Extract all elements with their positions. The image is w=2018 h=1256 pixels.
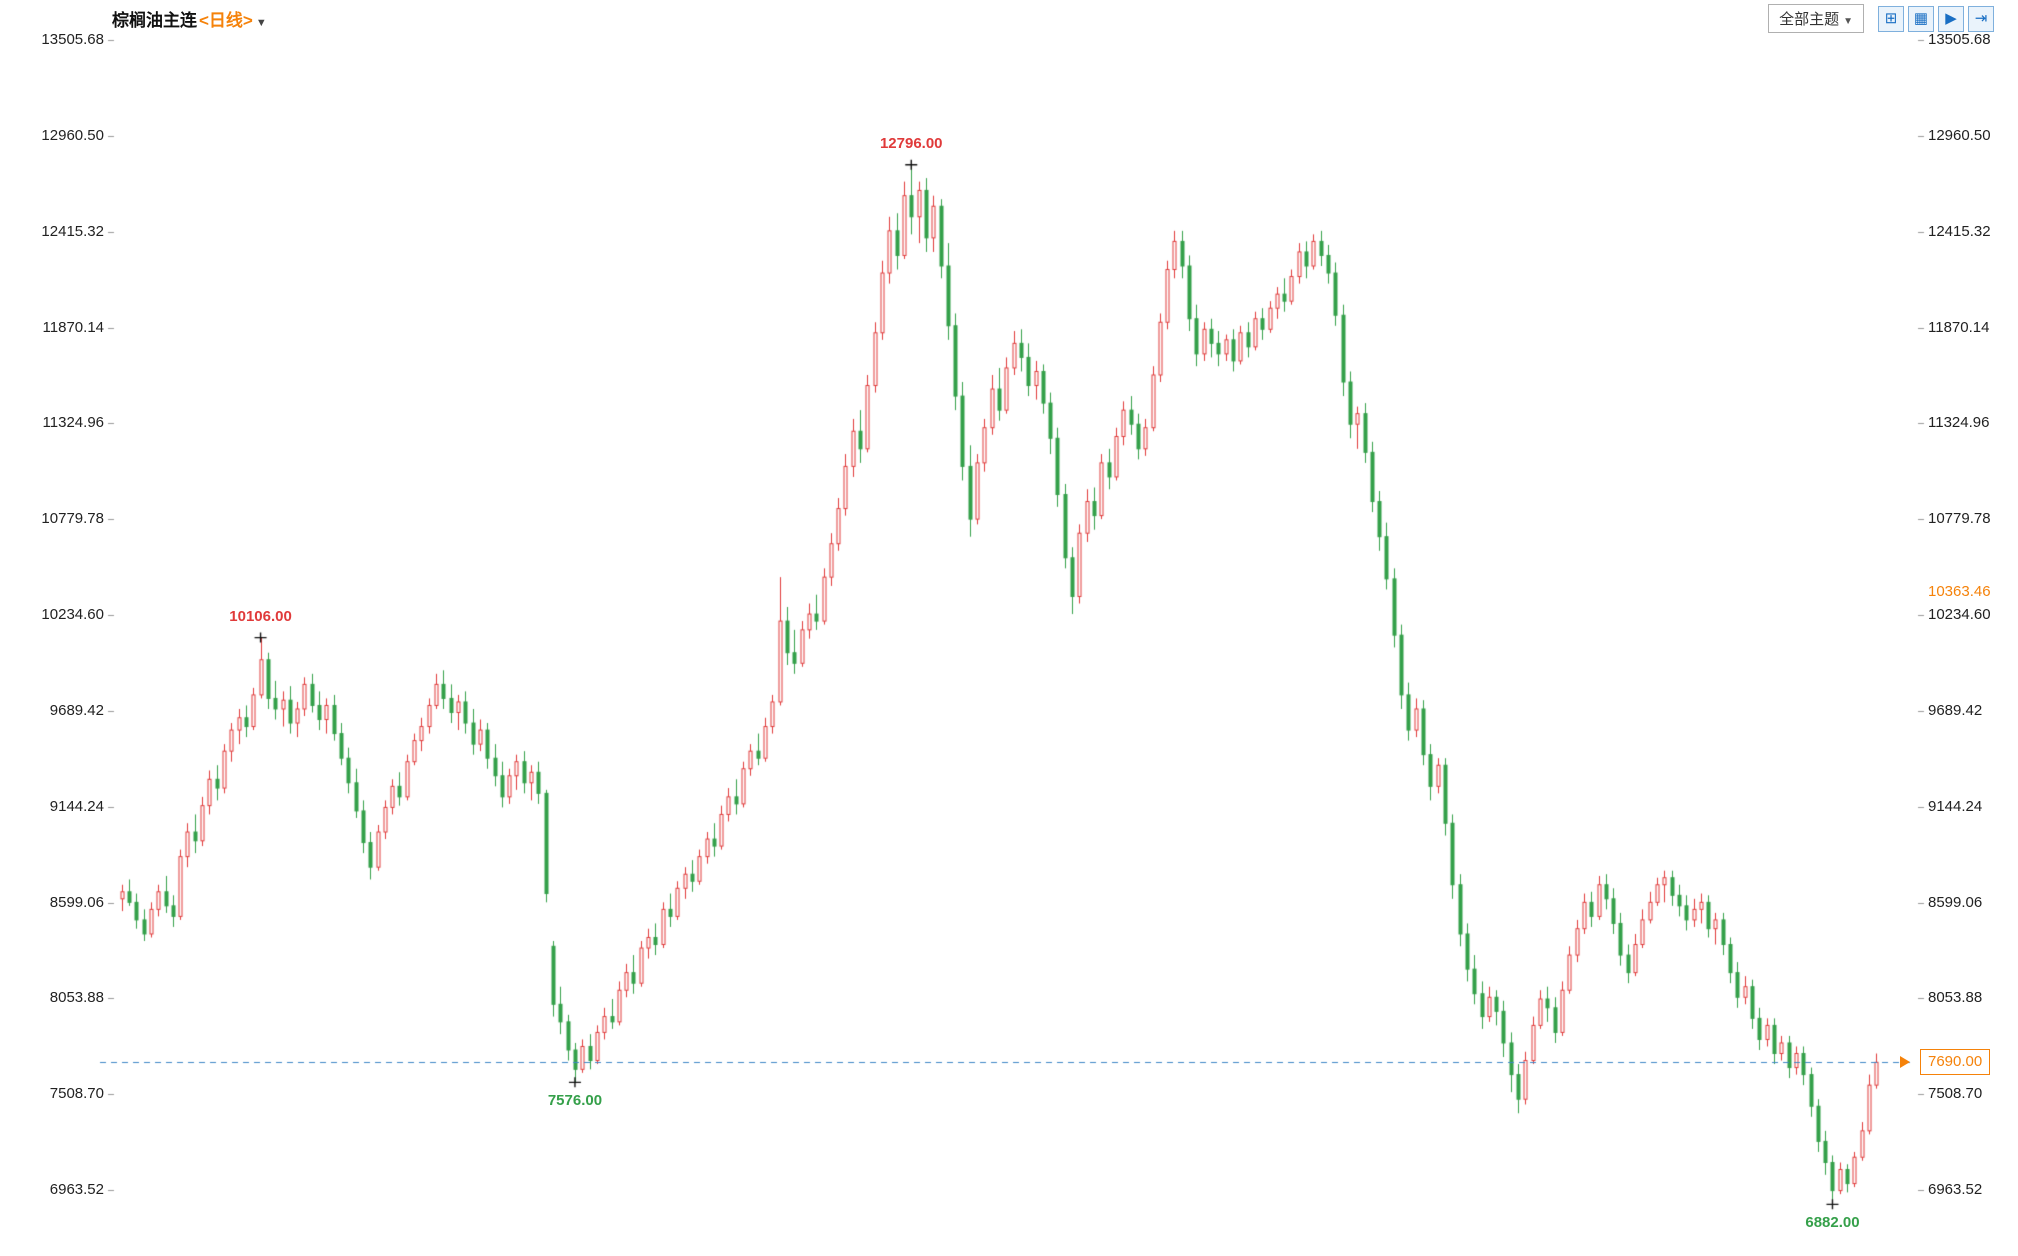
theme-selector-button[interactable]: 全部主题 ▼ (1768, 4, 1864, 33)
theme-dropdown-icon: ▼ (1843, 16, 1853, 27)
last-price-arrow-icon (1900, 1056, 1910, 1069)
instrument-title[interactable]: 棕榈油主连 (112, 11, 197, 30)
toolbar-icon-group: ⊞ ▦ ▶ ⇥ (1874, 5, 1994, 32)
period-dropdown-icon[interactable]: ▼ (255, 17, 267, 29)
playback-icon[interactable]: ▶ (1938, 5, 1964, 32)
chart-title-bar: 棕榈油主连 <日线> ▼ (112, 6, 267, 31)
theme-selector-label: 全部主题 (1779, 11, 1840, 28)
period-label[interactable]: <日线> (199, 11, 253, 30)
top-right-toolbar: 全部主题 ▼ ⊞ ▦ ▶ ⇥ (1768, 4, 1994, 33)
split-panel-icon[interactable]: ▦ (1908, 5, 1934, 32)
pan-tool-icon[interactable]: ⊞ (1878, 5, 1904, 32)
collapse-right-icon[interactable]: ⇥ (1968, 5, 1994, 32)
